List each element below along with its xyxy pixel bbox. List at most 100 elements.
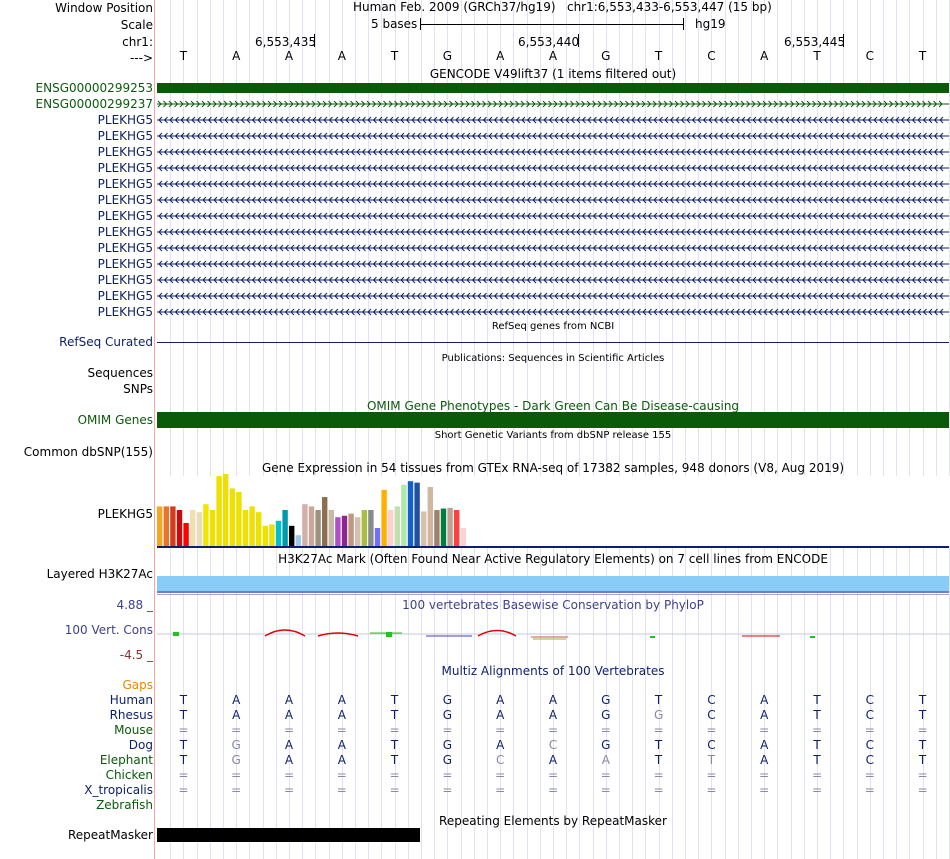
- gtex-bar[interactable]: [348, 513, 354, 546]
- gtex-bar[interactable]: [315, 510, 321, 546]
- gtex-bar[interactable]: [355, 517, 361, 546]
- gtex-bar[interactable]: [460, 528, 466, 546]
- h3k27ac-signal[interactable]: [157, 576, 949, 591]
- multiz-species-label[interactable]: Chicken: [105, 768, 153, 782]
- gtex-bar[interactable]: [183, 522, 189, 546]
- omim-bar[interactable]: [157, 412, 949, 428]
- multiz-species-label[interactable]: X_tropicalis: [84, 783, 153, 797]
- gtex-bar[interactable]: [209, 510, 216, 546]
- gtex-bar[interactable]: [282, 510, 288, 546]
- gtex-bar[interactable]: [176, 510, 183, 546]
- gencode-item-feature[interactable]: [157, 244, 949, 252]
- gtex-bar[interactable]: [374, 528, 381, 546]
- gencode-item-label[interactable]: PLEKHG5: [97, 193, 153, 207]
- multiz-species-label[interactable]: Mouse: [114, 723, 153, 737]
- phylop-label[interactable]: 100 Vert. Cons: [64, 623, 153, 637]
- gencode-item-feature[interactable]: [157, 196, 949, 204]
- multiz-species-label[interactable]: Elephant: [99, 753, 153, 767]
- gtex-bar[interactable]: [381, 489, 387, 546]
- multiz-species-label[interactable]: Zebrafish: [96, 798, 153, 812]
- gtex-bar[interactable]: [242, 510, 249, 546]
- gencode-item-label[interactable]: PLEKHG5: [97, 161, 153, 175]
- gtex-bar[interactable]: [322, 497, 328, 546]
- gencode-item-feature[interactable]: [157, 260, 949, 268]
- gtex-bar[interactable]: [275, 520, 282, 546]
- gencode-item-feature[interactable]: [157, 180, 949, 188]
- gtex-bar[interactable]: [421, 511, 427, 546]
- gencode-item-feature[interactable]: [157, 100, 949, 108]
- gencode-item-feature[interactable]: [157, 132, 949, 140]
- multiz-species-label[interactable]: Human: [109, 693, 153, 707]
- gtex-bar[interactable]: [447, 507, 453, 546]
- gencode-item-label[interactable]: PLEKHG5: [97, 289, 153, 303]
- gencode-item-feature[interactable]: [157, 148, 949, 156]
- gtex-bar[interactable]: [388, 510, 394, 546]
- gencode-item-label[interactable]: ENSG00000299253: [35, 81, 153, 95]
- gtex-bar[interactable]: [289, 525, 295, 546]
- gtex-label[interactable]: PLEKHG5: [97, 507, 153, 521]
- gencode-item-feature[interactable]: [157, 276, 949, 284]
- gtex-bar[interactable]: [407, 481, 414, 546]
- omim-label[interactable]: OMIM Genes: [77, 413, 153, 427]
- gtex-bar[interactable]: [163, 506, 169, 546]
- phylop-signal[interactable]: [157, 629, 949, 640]
- refseq-label[interactable]: RefSeq Curated: [59, 335, 153, 349]
- gencode-item-label[interactable]: PLEKHG5: [97, 129, 153, 143]
- gtex-bar[interactable]: [394, 506, 400, 546]
- gtex-bar[interactable]: [341, 515, 348, 546]
- gencode-item-label[interactable]: ENSG00000299237: [35, 97, 153, 111]
- gtex-bar[interactable]: [170, 506, 176, 546]
- repeatmasker-element[interactable]: [157, 828, 420, 842]
- gencode-item-feature[interactable]: [157, 308, 949, 316]
- gtex-bar[interactable]: [427, 486, 433, 546]
- gtex-bar[interactable]: [361, 510, 367, 546]
- gencode-item-feature[interactable]: [157, 228, 949, 236]
- gencode-item-label[interactable]: PLEKHG5: [97, 273, 153, 287]
- gtex-bar[interactable]: [440, 508, 447, 546]
- gtex-bar[interactable]: [229, 488, 235, 546]
- gencode-item-label[interactable]: PLEKHG5: [97, 113, 153, 127]
- gencode-item-label[interactable]: PLEKHG5: [97, 225, 153, 239]
- publications-sequences-label[interactable]: Sequences: [87, 366, 153, 380]
- dbsnp-label[interactable]: Common dbSNP(155): [23, 445, 153, 459]
- gtex-bar[interactable]: [434, 510, 440, 546]
- gtex-bar[interactable]: [190, 510, 196, 546]
- publications-snps-label[interactable]: SNPs: [123, 382, 153, 396]
- gencode-item-feature[interactable]: [157, 83, 949, 93]
- gencode-item-feature[interactable]: [157, 212, 949, 220]
- position-text[interactable]: chr1:6,553,433-6,553,447 (15 bp): [566, 0, 772, 14]
- gtex-bar[interactable]: [203, 504, 209, 546]
- gtex-bar[interactable]: [335, 517, 341, 546]
- gtex-bar[interactable]: [401, 484, 407, 546]
- multiz-species-label[interactable]: Rhesus: [109, 708, 153, 722]
- gtex-bar[interactable]: [249, 506, 255, 546]
- refseq-line[interactable]: [157, 342, 949, 343]
- gtex-bar[interactable]: [328, 510, 334, 546]
- gencode-item-label[interactable]: PLEKHG5: [97, 209, 153, 223]
- gencode-item-label[interactable]: PLEKHG5: [97, 257, 153, 271]
- gtex-bar[interactable]: [295, 535, 301, 546]
- h3k27ac-label[interactable]: Layered H3K27Ac: [46, 567, 153, 581]
- gtex-bar[interactable]: [454, 510, 460, 546]
- gtex-bar[interactable]: [308, 506, 315, 546]
- gtex-bar[interactable]: [414, 482, 420, 546]
- gtex-bar[interactable]: [196, 512, 202, 546]
- gtex-bar[interactable]: [368, 510, 374, 546]
- repeatmasker-label[interactable]: RepeatMasker: [67, 828, 153, 842]
- gtex-bars[interactable]: [157, 474, 466, 546]
- gtex-bar[interactable]: [269, 524, 275, 546]
- gtex-bar[interactable]: [223, 474, 229, 546]
- gencode-item-label[interactable]: PLEKHG5: [97, 177, 153, 191]
- gtex-bar[interactable]: [302, 504, 308, 546]
- gencode-item-label[interactable]: PLEKHG5: [97, 305, 153, 319]
- multiz-species-label[interactable]: Dog: [128, 738, 153, 752]
- gencode-item-label[interactable]: PLEKHG5: [97, 241, 153, 255]
- gtex-bar[interactable]: [256, 512, 262, 546]
- gtex-bar[interactable]: [216, 476, 222, 546]
- gencode-item-label[interactable]: PLEKHG5: [97, 145, 153, 159]
- gtex-bar[interactable]: [236, 492, 242, 546]
- gtex-bar[interactable]: [157, 506, 163, 546]
- gencode-item-feature[interactable]: [157, 116, 949, 124]
- gencode-item-feature[interactable]: [157, 292, 949, 300]
- gtex-bar[interactable]: [262, 525, 268, 546]
